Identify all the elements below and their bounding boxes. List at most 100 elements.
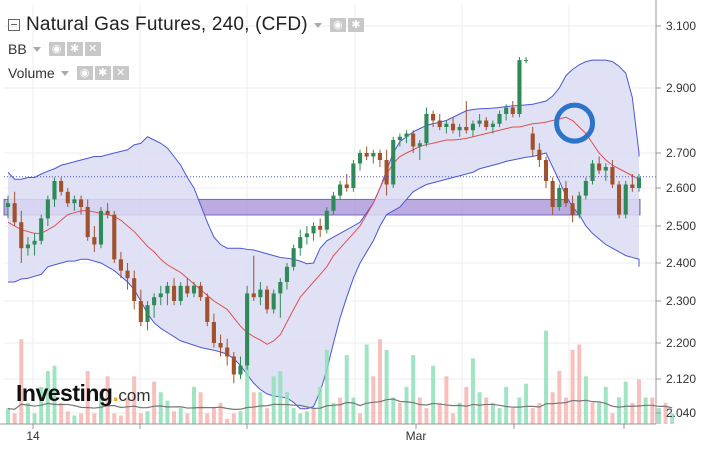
volume-bar xyxy=(19,339,24,424)
candlestick xyxy=(338,181,343,200)
candlestick xyxy=(72,195,77,211)
candle-body xyxy=(517,60,522,114)
candlestick xyxy=(271,289,276,314)
candlestick xyxy=(597,156,602,174)
volume-bar xyxy=(524,383,529,424)
y-tick-label: 3.100 xyxy=(666,19,696,33)
close-icon[interactable]: ✕ xyxy=(112,66,129,80)
candlestick xyxy=(570,195,575,223)
indicator-label: BB xyxy=(8,41,27,57)
candle-body xyxy=(245,293,250,366)
candle-body xyxy=(251,293,256,298)
gear-icon[interactable]: ✱ xyxy=(94,66,111,80)
volume-bar xyxy=(271,376,276,424)
volume-bar xyxy=(12,413,17,424)
candle-body xyxy=(537,149,542,160)
eye-icon[interactable]: ◉ xyxy=(48,42,65,56)
candlestick xyxy=(152,293,157,318)
volume-bar xyxy=(391,397,396,424)
upper-band-line xyxy=(7,59,640,265)
volume-bar xyxy=(251,392,256,424)
gear-icon[interactable]: ✱ xyxy=(347,18,364,32)
candlestick xyxy=(85,199,90,241)
candlestick xyxy=(145,301,150,331)
candlestick xyxy=(225,338,230,366)
annotations xyxy=(4,102,656,178)
volume-bar xyxy=(470,358,475,424)
eye-icon[interactable]: ◉ xyxy=(329,18,346,32)
candlestick xyxy=(497,110,502,127)
chevron-down-icon[interactable] xyxy=(313,22,322,28)
volume-bar xyxy=(490,402,495,424)
candle-body xyxy=(490,123,495,127)
volume-bar xyxy=(577,344,582,424)
candle-body xyxy=(351,163,356,188)
candlestick xyxy=(417,140,422,160)
candle-body xyxy=(590,163,595,181)
candle-body xyxy=(291,248,296,267)
gear-icon[interactable]: ✱ xyxy=(66,42,83,56)
candlestick xyxy=(65,188,70,207)
candle-body xyxy=(318,226,323,230)
candlestick xyxy=(630,174,635,192)
volume-bar xyxy=(550,392,555,424)
candle-body xyxy=(158,293,163,298)
candlestick xyxy=(218,334,223,357)
candle-body xyxy=(557,188,562,207)
candlestick xyxy=(298,229,303,256)
candle-body xyxy=(118,259,123,271)
volume-bar xyxy=(218,402,223,424)
volume-average-line xyxy=(7,398,673,410)
investing-logo: Investing.com xyxy=(16,380,151,406)
candle-body xyxy=(205,297,210,322)
candle-body xyxy=(623,184,628,215)
candle-body xyxy=(25,244,30,249)
candlestick xyxy=(543,156,549,188)
volume-bar xyxy=(431,365,436,424)
candle-body xyxy=(417,143,422,147)
collapse-icon[interactable] xyxy=(8,19,20,31)
y-tick-label: 2.200 xyxy=(666,336,696,350)
candlestick xyxy=(311,222,316,241)
volume-bar xyxy=(265,408,270,424)
candle-body xyxy=(271,293,276,310)
candlestick xyxy=(205,293,210,327)
volume-bar xyxy=(79,413,84,424)
candle-body xyxy=(583,181,588,196)
candle-body xyxy=(424,114,429,144)
candle-body xyxy=(138,301,143,322)
candlestick xyxy=(278,278,283,318)
candle-body xyxy=(464,127,469,131)
volume-bar xyxy=(484,397,489,424)
volume-bar xyxy=(311,408,316,424)
volume-bar xyxy=(304,411,309,424)
candlestick xyxy=(623,181,628,219)
volume-bar xyxy=(530,408,535,424)
candlestick xyxy=(510,101,515,118)
annotation-circle xyxy=(554,102,596,144)
candle-body xyxy=(284,266,290,282)
candle-body xyxy=(298,237,303,249)
candle-body xyxy=(304,233,309,238)
candle-body xyxy=(132,278,137,301)
chevron-down-icon[interactable] xyxy=(60,70,69,76)
volume-bar xyxy=(145,411,150,424)
eye-icon[interactable]: ◉ xyxy=(76,66,93,80)
candle-body xyxy=(543,160,549,181)
close-icon[interactable]: ✕ xyxy=(84,42,101,56)
chart-legend: Natural Gas Futures, 240, (CFD) ◉ ✱ BB ◉… xyxy=(8,14,364,81)
volume-bar xyxy=(211,408,216,424)
candle-body xyxy=(603,167,608,171)
volume-bar xyxy=(358,413,363,424)
candlestick xyxy=(211,313,216,348)
candlestick xyxy=(444,120,449,134)
candlestick xyxy=(484,117,489,131)
candle-body xyxy=(238,365,243,375)
volume-bar xyxy=(610,413,615,424)
volume-bar xyxy=(185,413,190,424)
candle-body xyxy=(258,289,263,298)
candlestick xyxy=(477,114,482,127)
chevron-down-icon[interactable] xyxy=(32,46,41,52)
candlestick xyxy=(397,133,402,147)
